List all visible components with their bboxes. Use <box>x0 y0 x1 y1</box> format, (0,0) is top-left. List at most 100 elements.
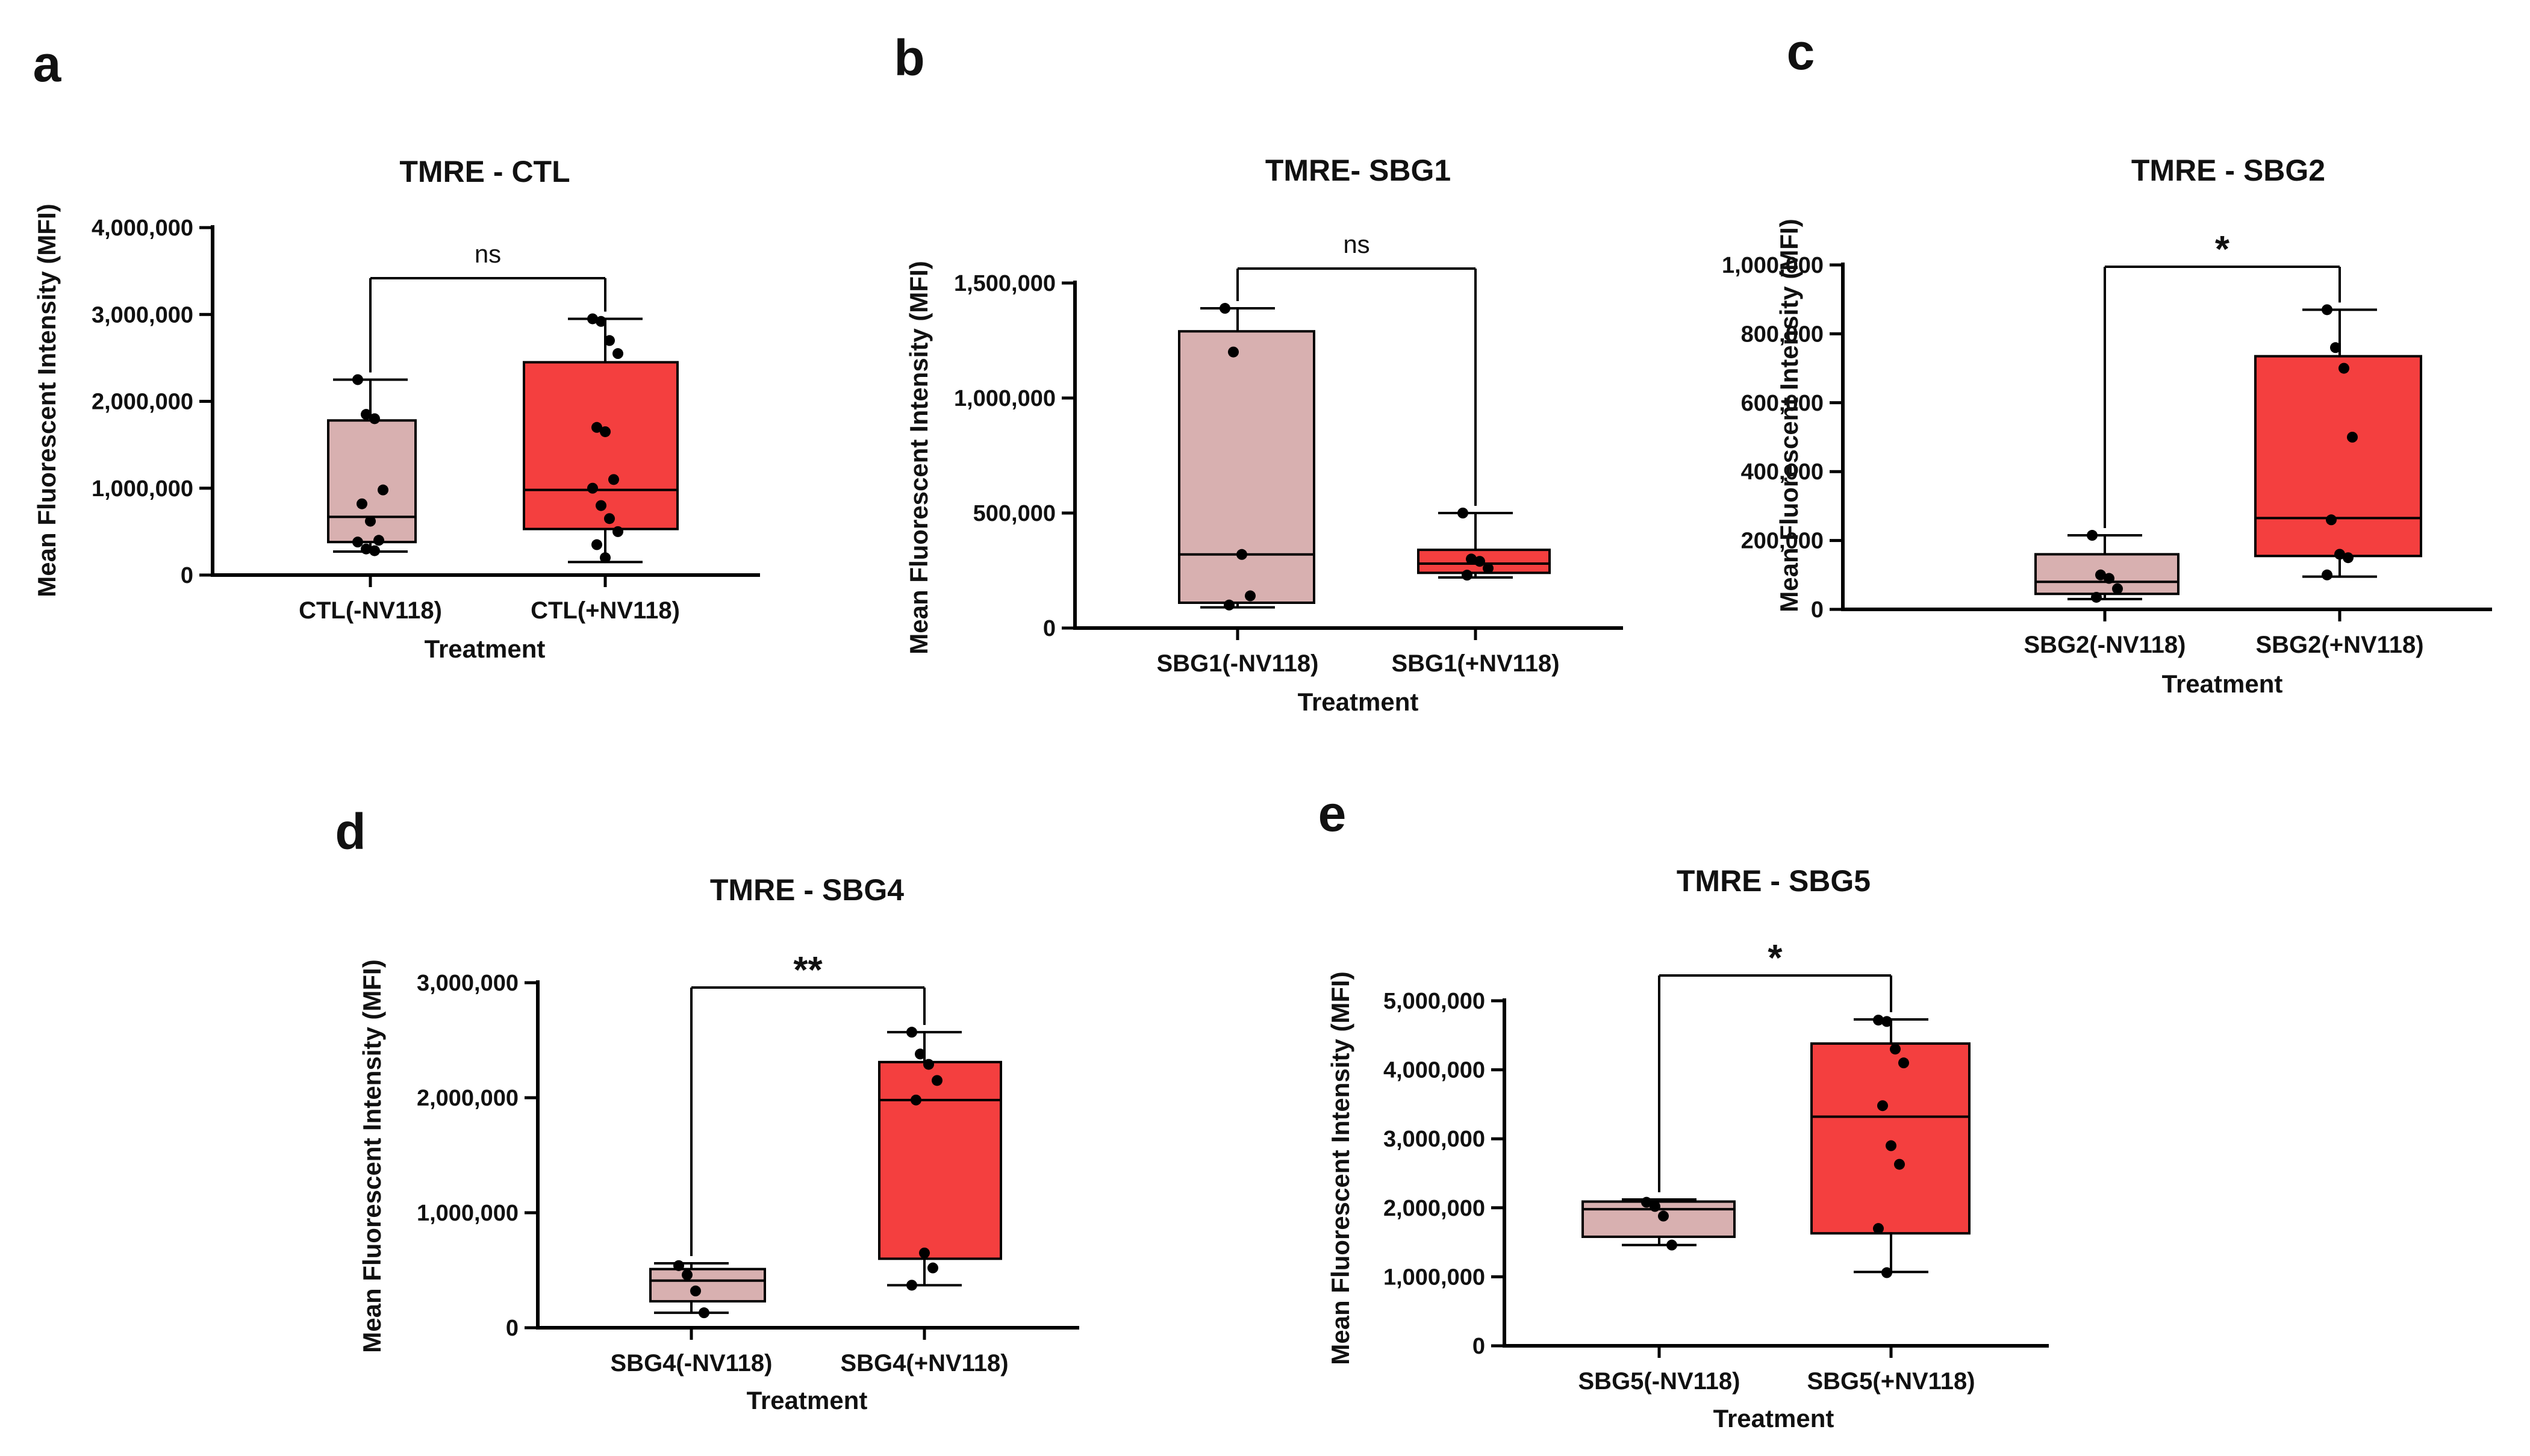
data-point <box>2112 583 2123 594</box>
x-axis-title: Treatment <box>2162 670 2283 698</box>
data-point <box>1898 1057 1909 1069</box>
data-point <box>600 552 611 564</box>
chart-title: TMRE - CTL <box>399 155 570 188</box>
box-iqr <box>878 1060 1002 1260</box>
data-point <box>352 374 363 385</box>
y-tick-label: 3,000,000 <box>92 302 193 328</box>
data-point <box>1881 1267 1892 1278</box>
data-point <box>927 1262 938 1274</box>
data-point <box>2338 362 2349 374</box>
data-point <box>690 1285 701 1296</box>
data-point <box>1873 1015 1884 1026</box>
y-tick-label: 1,000,000 <box>1383 1265 1485 1290</box>
data-point <box>1658 1210 1669 1222</box>
data-point <box>591 422 602 433</box>
y-tick-label: 0 <box>1043 616 1056 641</box>
panel-letter: e <box>1318 785 1347 842</box>
box-group <box>1417 508 1551 581</box>
x-axis-title: Treatment <box>425 635 546 663</box>
data-point <box>2334 549 2345 560</box>
data-point <box>906 1280 917 1291</box>
data-point <box>1483 562 1494 574</box>
data-point <box>352 537 363 548</box>
data-point <box>369 413 380 425</box>
y-axis-title: Mean Fluorescent Intensity (MFI) <box>358 959 386 1352</box>
data-point <box>1894 1159 1905 1170</box>
x-tick-label: SBG4(+NV118) <box>840 1350 1008 1377</box>
panel-letter: a <box>33 36 62 92</box>
y-tick-label: 800,000 <box>1741 322 1824 347</box>
data-point <box>365 515 376 527</box>
data-point <box>1245 590 1256 602</box>
data-point <box>1890 1044 1901 1055</box>
data-point <box>2087 530 2098 541</box>
y-tick-label: 5,000,000 <box>1383 989 1485 1014</box>
box-group <box>1581 1196 1736 1251</box>
data-point <box>2104 573 2114 584</box>
significance-label: ns <box>475 240 501 268</box>
x-tick-label: SBG2(-NV118) <box>2024 632 2186 658</box>
y-tick-label: 2,000,000 <box>92 390 193 415</box>
data-point <box>923 1059 934 1070</box>
chart-title: TMRE - SBG2 <box>2131 154 2325 187</box>
y-tick-label: 200,000 <box>1741 529 1824 554</box>
box-group <box>1810 1015 1971 1278</box>
chart-panel-c: c TMRE - SBG2 0 200,000 400,000 600,000 800,00… <box>1722 23 2492 698</box>
y-axis-title: Mean Fluorescent Intensity (MFI) <box>1775 219 1803 612</box>
x-axis-title: Treatment <box>747 1386 868 1414</box>
data-point <box>612 348 623 359</box>
significance-bracket: ns <box>1236 230 1477 506</box>
box-iqr <box>1178 330 1315 604</box>
data-point <box>1228 346 1239 358</box>
x-tick-label: SBG5(+NV118) <box>1807 1368 1975 1395</box>
data-point <box>2330 342 2341 353</box>
panel-letter: c <box>1787 23 1815 80</box>
chart-title: TMRE - SBG5 <box>1677 864 1871 898</box>
data-point <box>378 484 388 496</box>
x-tick-label: SBG1(-NV118) <box>1157 650 1319 677</box>
data-point <box>919 1247 930 1258</box>
data-point <box>1462 570 1472 581</box>
data-point <box>1466 553 1477 565</box>
y-tick-label: 2,000,000 <box>417 1086 519 1111</box>
y-axis-title: Mean Fluorescent Intensity (MFI) <box>1326 971 1354 1364</box>
data-point <box>612 526 623 537</box>
data-point <box>932 1075 943 1086</box>
data-point <box>1220 303 1230 314</box>
data-point <box>911 1094 921 1106</box>
data-point <box>587 482 598 494</box>
y-tick-label: 0 <box>181 563 193 588</box>
box-group <box>878 1027 1002 1291</box>
data-point <box>600 426 611 437</box>
data-point <box>361 543 372 555</box>
data-point <box>369 545 380 556</box>
box-group <box>2034 530 2179 603</box>
significance-bracket: ns <box>369 240 606 373</box>
data-point <box>1224 599 1235 611</box>
y-tick-label: 4,000,000 <box>92 216 193 241</box>
data-point <box>591 539 602 550</box>
box-iqr <box>1810 1042 1971 1235</box>
data-point <box>2091 591 2102 603</box>
data-point <box>373 535 384 546</box>
data-point <box>1873 1223 1884 1234</box>
data-point <box>2095 569 2106 580</box>
data-point <box>604 513 615 524</box>
y-tick-label: 1,000,000 <box>92 476 193 502</box>
y-tick-label: 500,000 <box>973 501 1056 526</box>
box-group <box>327 374 417 556</box>
y-tick-label: 1,500,000 <box>954 271 1056 296</box>
y-tick-label: 1,000,000 <box>417 1201 519 1226</box>
chart-title: TMRE- SBG1 <box>1265 154 1451 187</box>
significance-label: * <box>2215 229 2230 270</box>
significance-bracket: * <box>2104 229 2341 529</box>
chart-panel-e: e TMRE - SBG5 0 1,000,000 2,000,000 3,000,000… <box>1318 785 2049 1433</box>
data-point <box>1666 1239 1677 1251</box>
y-tick-label: 0 <box>1811 597 1824 623</box>
data-point <box>1236 549 1247 560</box>
data-point <box>587 313 598 325</box>
data-point <box>682 1269 693 1281</box>
y-tick-label: 4,000,000 <box>1383 1058 1485 1083</box>
y-tick-label: 0 <box>506 1316 519 1341</box>
x-axis-title: Treatment <box>1298 688 1419 716</box>
